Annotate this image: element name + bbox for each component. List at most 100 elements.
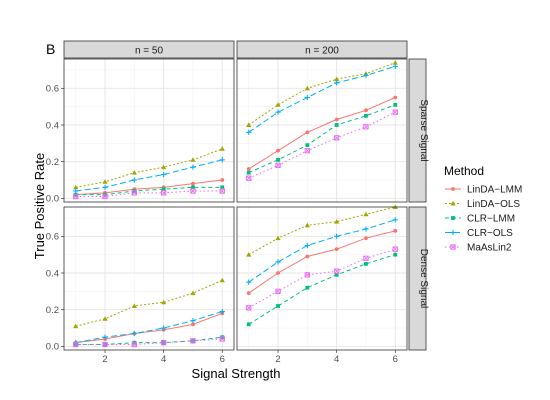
data-point (191, 181, 195, 186)
data-point (364, 236, 368, 241)
series-line (248, 65, 396, 133)
y-tick-label: 0.6 (46, 232, 59, 243)
data-point (190, 157, 196, 162)
data-point (334, 117, 339, 122)
data-point (219, 146, 225, 151)
data-point (73, 184, 79, 190)
data-point (246, 129, 252, 135)
data-point (393, 228, 398, 233)
series-clr-ols (246, 63, 398, 135)
panel-background (237, 59, 407, 202)
data-point (304, 148, 310, 154)
y-tick-label: 0.4 (46, 268, 59, 279)
data-point (246, 291, 251, 296)
series-line (75, 148, 223, 188)
data-point (304, 85, 310, 91)
data-point (363, 211, 369, 217)
data-point (393, 102, 398, 107)
data-point (393, 252, 398, 257)
legend: Method LinDA−LMM LinDA−OLS CLR−LMM CLR−OLS M… (444, 164, 522, 254)
data-point (363, 255, 369, 261)
data-point (246, 122, 252, 127)
strip-label: n = 50 (135, 46, 164, 57)
series-maaslin2 (73, 188, 225, 200)
data-point (102, 193, 108, 200)
data-point (131, 170, 137, 175)
panel-tag: B (46, 41, 55, 57)
data-point (190, 290, 196, 296)
series-line (248, 104, 396, 174)
data-point (334, 123, 339, 127)
y-axis-title: True Positive Rate (32, 153, 47, 259)
data-point (364, 108, 368, 113)
legend-item-clr-lmm: CLR−LMM (445, 214, 515, 225)
panel-background (64, 59, 234, 202)
data-point (219, 336, 225, 342)
data-point (161, 171, 167, 178)
strip-dense-signal: Dense Signal (408, 206, 429, 351)
x-tick-label: 4 (334, 354, 339, 365)
series-line (248, 111, 396, 179)
data-point (161, 187, 166, 192)
data-point (190, 338, 196, 344)
data-point (246, 175, 252, 181)
panel-dense-signal-n-50: 0.0 0.2 0.4 0.6 2 4 6 (46, 206, 235, 365)
data-point (392, 109, 398, 115)
y-tick-label: 0.0 (46, 342, 59, 353)
legend-item-maaslin2: MaAsLin2 (445, 243, 512, 254)
data-point (275, 102, 281, 107)
series-line (75, 190, 223, 197)
data-point (102, 316, 108, 321)
data-point (190, 318, 196, 324)
series-line (248, 206, 396, 256)
data-point (73, 193, 79, 200)
panel-dense-signal-n-200: 2 4 6 (236, 204, 408, 365)
x-axis-title: Signal Strength (192, 366, 281, 381)
data-point (334, 272, 339, 277)
legend-key-marker (451, 187, 455, 191)
data-point (131, 177, 137, 183)
data-point (220, 185, 225, 190)
data-point (275, 162, 281, 168)
data-point (364, 113, 368, 118)
series-clr-ols (73, 157, 225, 194)
series-line (248, 230, 396, 294)
x-tick-label: 6 (220, 354, 225, 365)
series-line (75, 279, 223, 327)
series-linda-ols (246, 60, 398, 127)
x-tick-label: 6 (393, 354, 398, 365)
panels-layer: n = 50 n = 200 Sparse Signal Dense Signal 0.… (46, 40, 429, 365)
data-point (392, 246, 398, 252)
data-point (392, 60, 398, 65)
legend-key-marker (450, 200, 456, 206)
y-tick-label: 0.6 (46, 84, 59, 95)
data-point (275, 235, 281, 241)
data-point (334, 247, 339, 252)
data-point (334, 80, 340, 86)
data-point (102, 184, 108, 190)
legend-label: LinDA−LMM (467, 185, 522, 196)
series-line (75, 312, 223, 344)
legend-item-linda-lmm: LinDA−LMM (445, 185, 522, 196)
data-point (334, 135, 340, 141)
data-point (246, 167, 251, 171)
legend-key-marker (450, 229, 456, 236)
series-maaslin2 (246, 109, 398, 181)
strip-background (408, 206, 427, 351)
panel-border (236, 58, 408, 203)
data-point (334, 219, 340, 224)
legend-label: CLR−OLS (467, 228, 513, 239)
legend-label: CLR−LMM (467, 214, 515, 225)
data-point (276, 157, 280, 162)
x-tick-label: 4 (161, 354, 166, 365)
legend-label: LinDA−OLS (467, 199, 520, 210)
series-clr-ols (246, 217, 398, 285)
legend-title: Method (444, 164, 484, 178)
data-point (305, 285, 310, 290)
data-point (276, 148, 280, 153)
data-point (246, 170, 251, 175)
data-point (334, 233, 340, 239)
data-point (190, 188, 196, 194)
data-point (275, 259, 281, 265)
